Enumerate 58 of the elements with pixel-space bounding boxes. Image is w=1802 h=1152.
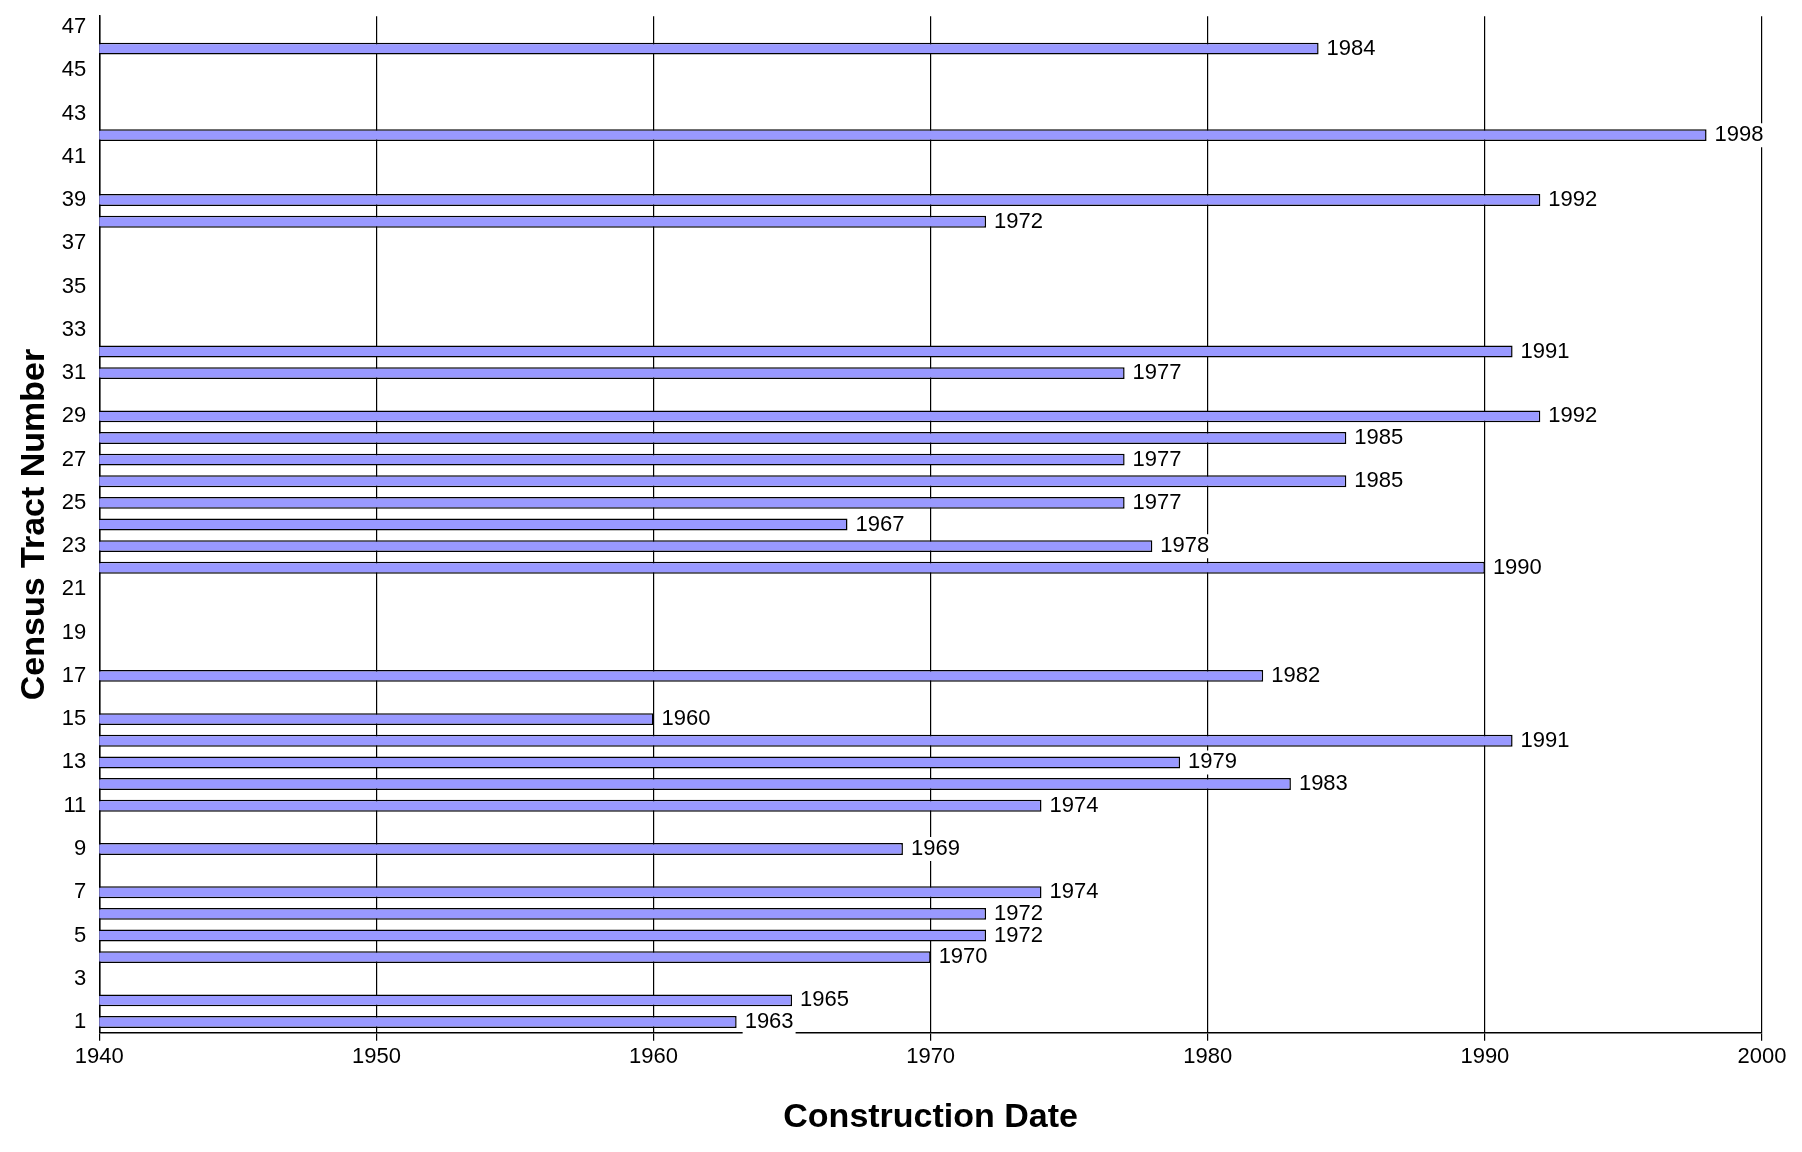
data-label: 1984 bbox=[1326, 34, 1376, 60]
data-label: 1991 bbox=[1520, 337, 1570, 363]
data-label: 1977 bbox=[1132, 359, 1182, 385]
data-label: 1998 bbox=[1714, 121, 1764, 147]
y-tick-label: 23 bbox=[61, 532, 87, 558]
data-label: 1970 bbox=[938, 943, 988, 969]
y-tick-label: 11 bbox=[63, 791, 87, 817]
y-tick-label: 29 bbox=[61, 402, 87, 428]
y-tick-label: 17 bbox=[61, 661, 87, 687]
data-label: 1960 bbox=[661, 705, 711, 731]
data-label: 1978 bbox=[1160, 532, 1210, 558]
y-tick-label: 47 bbox=[61, 13, 87, 39]
y-tick-label: 31 bbox=[61, 359, 87, 385]
data-label: 1974 bbox=[1049, 878, 1099, 904]
data-label: 1979 bbox=[1188, 748, 1237, 774]
data-label: 1982 bbox=[1271, 661, 1321, 687]
y-tick-label: 7 bbox=[74, 878, 87, 904]
y-tick-label: 21 bbox=[61, 575, 87, 601]
data-label: 1977 bbox=[1132, 488, 1182, 514]
y-tick-label: 3 bbox=[74, 964, 87, 990]
y-tick-label: 25 bbox=[61, 488, 87, 514]
data-label: 1963 bbox=[744, 1008, 794, 1034]
y-tick-label: 19 bbox=[61, 618, 87, 644]
x-tick-label: 2000 bbox=[1737, 1043, 1787, 1069]
y-tick-label: 43 bbox=[61, 99, 87, 125]
y-tick-label: 13 bbox=[61, 748, 87, 774]
data-label: 1977 bbox=[1132, 445, 1182, 471]
data-label: 1965 bbox=[800, 986, 850, 1012]
data-label: 1992 bbox=[1548, 186, 1598, 212]
data-label: 1983 bbox=[1298, 770, 1348, 796]
x-tick-label: 1960 bbox=[629, 1043, 678, 1069]
y-tick-label: 5 bbox=[74, 921, 87, 947]
data-label: 1985 bbox=[1354, 467, 1404, 493]
x-tick-label: 1990 bbox=[1460, 1043, 1510, 1069]
x-tick-label: 1970 bbox=[906, 1043, 956, 1069]
y-tick-label: 45 bbox=[61, 56, 87, 82]
data-label: 1969 bbox=[910, 835, 960, 861]
y-tick-label: 27 bbox=[61, 445, 87, 471]
y-tick-label: 33 bbox=[61, 315, 87, 341]
data-label: 1991 bbox=[1520, 726, 1570, 752]
y-tick-label: 9 bbox=[74, 835, 87, 861]
data-label: 1972 bbox=[994, 207, 1044, 233]
y-tick-label: 15 bbox=[61, 705, 87, 731]
y-tick-label: 37 bbox=[61, 229, 87, 255]
y-axis-title: Census Tract Number bbox=[12, 348, 51, 701]
data-label: 1985 bbox=[1354, 424, 1404, 450]
y-tick-label: 39 bbox=[61, 186, 87, 212]
x-tick-label: 1940 bbox=[74, 1043, 124, 1069]
data-label: 1974 bbox=[1049, 791, 1099, 817]
x-tick-label: 1950 bbox=[351, 1043, 401, 1069]
y-tick-label: 1 bbox=[74, 1008, 87, 1034]
x-axis-title: Construction Date bbox=[783, 1095, 1078, 1134]
data-label: 1990 bbox=[1492, 553, 1542, 579]
data-label: 1992 bbox=[1548, 402, 1598, 428]
data-label: 1967 bbox=[855, 510, 905, 536]
x-tick-label: 1980 bbox=[1183, 1043, 1233, 1069]
y-tick-label: 41 bbox=[61, 142, 87, 168]
y-tick-label: 35 bbox=[61, 272, 87, 298]
